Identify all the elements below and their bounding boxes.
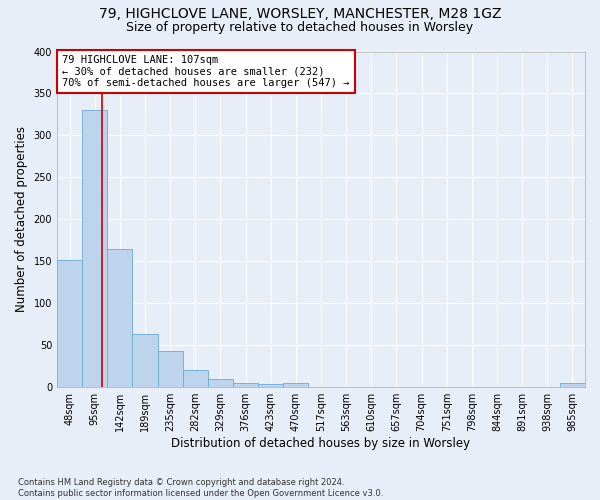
Bar xyxy=(208,379,233,387)
Bar xyxy=(133,334,158,387)
Bar xyxy=(57,260,82,387)
Bar xyxy=(82,110,107,387)
Bar xyxy=(560,383,585,387)
Text: Size of property relative to detached houses in Worsley: Size of property relative to detached ho… xyxy=(127,21,473,34)
Bar xyxy=(158,351,183,387)
Bar xyxy=(107,248,133,387)
Y-axis label: Number of detached properties: Number of detached properties xyxy=(15,126,28,312)
Bar xyxy=(283,383,308,387)
Bar xyxy=(258,384,283,387)
Text: Contains HM Land Registry data © Crown copyright and database right 2024.
Contai: Contains HM Land Registry data © Crown c… xyxy=(18,478,383,498)
Text: 79 HIGHCLOVE LANE: 107sqm
← 30% of detached houses are smaller (232)
70% of semi: 79 HIGHCLOVE LANE: 107sqm ← 30% of detac… xyxy=(62,55,350,88)
X-axis label: Distribution of detached houses by size in Worsley: Distribution of detached houses by size … xyxy=(172,437,470,450)
Bar xyxy=(233,383,258,387)
Text: 79, HIGHCLOVE LANE, WORSLEY, MANCHESTER, M28 1GZ: 79, HIGHCLOVE LANE, WORSLEY, MANCHESTER,… xyxy=(99,8,501,22)
Bar xyxy=(183,370,208,387)
